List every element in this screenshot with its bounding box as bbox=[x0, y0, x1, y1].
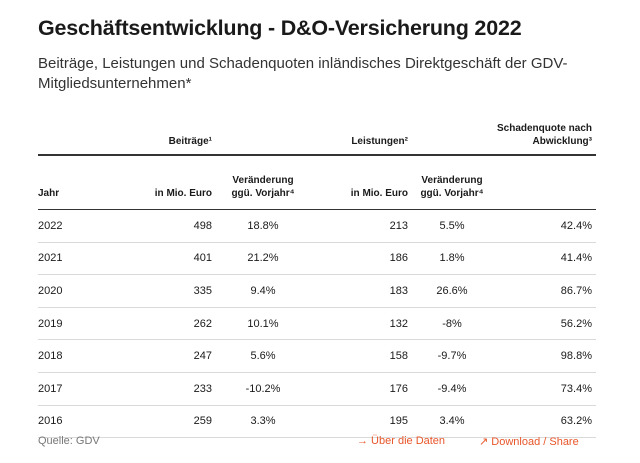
table-row: 2021 401 21.2% 186 1.8% 41.4% bbox=[38, 242, 596, 276]
cell-leistungen: 176 bbox=[314, 372, 408, 406]
cell-beitraege: 233 bbox=[100, 372, 212, 406]
cell-beitraege: 335 bbox=[100, 274, 212, 308]
group-header-beitraege: Beiträge¹ bbox=[100, 110, 212, 156]
column-header-empty bbox=[496, 155, 596, 210]
cell-schadenquote: 41.4% bbox=[496, 242, 596, 276]
column-header-beitraege-mio: in Mio. Euro bbox=[100, 155, 212, 210]
cell-jahr: 2021 bbox=[38, 242, 100, 276]
cell-leistungen-veraenderung: -9.4% bbox=[408, 372, 496, 406]
cell-beitraege: 401 bbox=[100, 242, 212, 276]
cell-jahr: 2020 bbox=[38, 274, 100, 308]
table-row: 2016 259 3.3% 195 3.4% 63.2% bbox=[38, 405, 596, 439]
cell-leistungen: 132 bbox=[314, 307, 408, 341]
cell-schadenquote: 42.4% bbox=[496, 209, 596, 243]
table-sub-header-row: Jahr in Mio. Euro Veränderung ggü. Vorja… bbox=[38, 155, 596, 210]
cell-beitraege: 262 bbox=[100, 307, 212, 341]
cell-jahr: 2022 bbox=[38, 209, 100, 243]
cell-schadenquote: 56.2% bbox=[496, 307, 596, 341]
data-table: Beiträge¹ Leistungen² Schadenquote nach … bbox=[38, 110, 596, 439]
cell-beitraege-veraenderung: 9.4% bbox=[212, 274, 314, 308]
group-header-empty bbox=[38, 110, 100, 156]
cell-leistungen-veraenderung: 1.8% bbox=[408, 242, 496, 276]
cell-beitraege: 498 bbox=[100, 209, 212, 243]
table-group-header-row: Beiträge¹ Leistungen² Schadenquote nach … bbox=[38, 110, 596, 156]
cell-leistungen: 186 bbox=[314, 242, 408, 276]
cell-leistungen: 158 bbox=[314, 339, 408, 373]
column-header-jahr: Jahr bbox=[38, 155, 100, 210]
download-share-link[interactable]: ↗ Download / Share bbox=[479, 436, 579, 448]
table-row: 2017 233 -10.2% 176 -9.4% 73.4% bbox=[38, 372, 596, 406]
column-header-leistungen-mio: in Mio. Euro bbox=[314, 155, 408, 210]
group-header-empty bbox=[408, 110, 496, 156]
cell-beitraege-veraenderung: 18.8% bbox=[212, 209, 314, 243]
cell-leistungen-veraenderung: -9.7% bbox=[408, 339, 496, 373]
table-row: 2020 335 9.4% 183 26.6% 86.7% bbox=[38, 274, 596, 308]
cell-leistungen-veraenderung: 3.4% bbox=[408, 405, 496, 439]
cell-jahr: 2017 bbox=[38, 372, 100, 406]
cell-schadenquote: 86.7% bbox=[496, 274, 596, 308]
cell-jahr: 2019 bbox=[38, 307, 100, 341]
table-row: 2018 247 5.6% 158 -9.7% 98.8% bbox=[38, 339, 596, 373]
subtitle: Beiträge, Leistungen und Schadenquoten i… bbox=[38, 55, 568, 92]
cell-leistungen: 213 bbox=[314, 209, 408, 243]
cell-beitraege-veraenderung: 10.1% bbox=[212, 307, 314, 341]
cell-beitraege: 247 bbox=[100, 339, 212, 373]
cell-leistungen-veraenderung: -8% bbox=[408, 307, 496, 341]
cell-schadenquote: 63.2% bbox=[496, 405, 596, 439]
cell-leistungen: 183 bbox=[314, 274, 408, 308]
table-row: 2022 498 18.8% 213 5.5% 42.4% bbox=[38, 209, 596, 243]
cell-beitraege-veraenderung: -10.2% bbox=[212, 372, 314, 406]
cell-leistungen-veraenderung: 5.5% bbox=[408, 209, 496, 243]
cell-jahr: 2016 bbox=[38, 405, 100, 439]
group-header-leistungen: Leistungen² bbox=[314, 110, 408, 156]
group-header-empty bbox=[212, 110, 314, 156]
about-data-link[interactable]: → Über die Daten bbox=[357, 435, 446, 447]
cell-beitraege: 259 bbox=[100, 405, 212, 439]
cell-beitraege-veraenderung: 21.2% bbox=[212, 242, 314, 276]
page-title: Geschäftsentwicklung - D&O-Versicherung … bbox=[38, 16, 522, 40]
cell-beitraege-veraenderung: 5.6% bbox=[212, 339, 314, 373]
cell-schadenquote: 73.4% bbox=[496, 372, 596, 406]
cell-schadenquote: 98.8% bbox=[496, 339, 596, 373]
column-header-leistungen-veraenderung: Veränderung ggü. Vorjahr⁴ bbox=[408, 155, 496, 210]
column-header-beitraege-veraenderung: Veränderung ggü. Vorjahr⁴ bbox=[212, 155, 314, 210]
cell-beitraege-veraenderung: 3.3% bbox=[212, 405, 314, 439]
cell-leistungen-veraenderung: 26.6% bbox=[408, 274, 496, 308]
group-header-schadenquote: Schadenquote nach Abwicklung³ bbox=[496, 110, 596, 156]
cell-jahr: 2018 bbox=[38, 339, 100, 373]
table-row: 2019 262 10.1% 132 -8% 56.2% bbox=[38, 307, 596, 341]
cell-leistungen: 195 bbox=[314, 405, 408, 439]
source-note: Quelle: GDV bbox=[38, 435, 100, 447]
